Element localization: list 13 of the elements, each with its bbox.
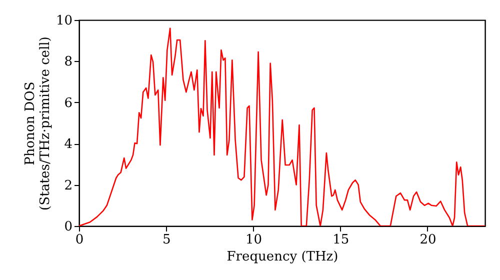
y-tick-label: 2 — [64, 178, 72, 194]
y-tick-label: 0 — [64, 220, 72, 234]
x-tick-label: 10 — [245, 232, 262, 248]
x-tick-label: 15 — [332, 232, 350, 248]
y-tick-label: 6 — [64, 96, 72, 111]
y-axis-title: Phonon DOS (States/THz·primitive cell) — [22, 36, 53, 211]
x-axis-title: Frequency (THz) — [226, 250, 338, 264]
y-tick-label: 10 — [56, 14, 72, 28]
y-tick-label: 4 — [64, 137, 72, 152]
x-tick-label: 5 — [162, 232, 171, 248]
y-tick-label: 8 — [64, 54, 72, 70]
x-tick-label: 0 — [75, 232, 84, 248]
x-tick-label: 20 — [420, 232, 436, 248]
